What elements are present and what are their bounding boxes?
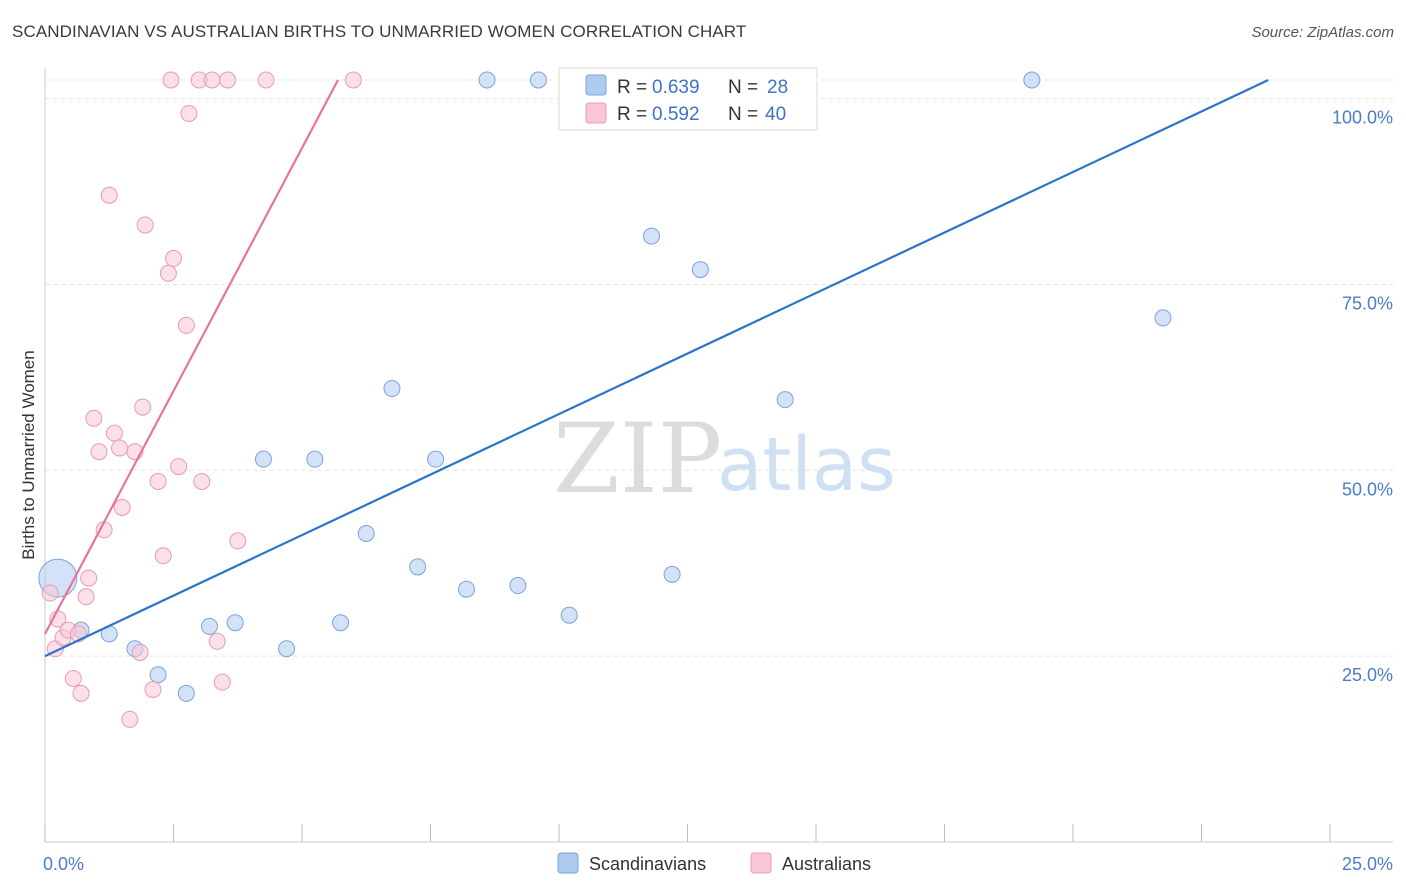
legend-label-scandinavians[interactable]: Scandinavians — [589, 854, 706, 874]
stats-n-label-1: N = — [728, 77, 758, 98]
point-scandinavians — [691, 261, 709, 279]
stats-r-label-1: R = — [617, 77, 647, 98]
point-scandinavians — [457, 580, 475, 598]
point-australians — [90, 443, 108, 461]
axes — [44, 68, 1393, 843]
y-tick-label: 50.0% — [1342, 479, 1393, 499]
point-australians — [257, 71, 275, 89]
watermark-atlas: atlas — [717, 422, 896, 508]
point-australians — [213, 673, 231, 691]
point-scandinavians — [529, 71, 547, 89]
point-australians — [218, 71, 236, 89]
y-tick-labels: 25.0% 50.0% 75.0% 100.0% — [1332, 108, 1393, 686]
stats-r-value-australians: 0.592 — [652, 104, 700, 125]
stats-r-label-2: R = — [617, 104, 647, 125]
trend-line-australians — [44, 79, 339, 635]
point-scandinavians — [1023, 71, 1041, 89]
scatter-points — [38, 71, 1172, 728]
point-australians — [111, 439, 129, 457]
point-australians — [134, 398, 152, 416]
chart-title: SCANDINAVIAN VS AUSTRALIAN BIRTHS TO UNM… — [12, 22, 747, 41]
point-australians — [229, 532, 247, 550]
trend-line-scandinavians — [44, 79, 1269, 658]
point-scandinavians — [177, 684, 195, 702]
point-scandinavians — [200, 617, 218, 635]
point-australians — [165, 249, 182, 267]
stats-n-value-australians: 40 — [765, 104, 786, 125]
point-scandinavians — [560, 606, 578, 624]
point-scandinavians — [643, 227, 661, 245]
legend: Scandinavians Australians — [557, 852, 871, 874]
point-australians — [113, 498, 131, 516]
point-scandinavians — [383, 380, 401, 398]
point-australians — [159, 264, 177, 282]
point-australians — [193, 472, 211, 490]
stats-box: R = 0.639 N = 28 R = 0.592 N = 40 — [558, 67, 818, 131]
point-australians — [144, 681, 162, 699]
point-australians — [80, 569, 98, 587]
point-australians — [208, 632, 226, 650]
point-australians — [162, 71, 180, 89]
x-tick-label: 0.0% — [43, 854, 84, 874]
point-scandinavians — [226, 614, 244, 632]
point-australians — [64, 669, 82, 687]
stats-n-label-2: N = — [728, 104, 758, 125]
point-scandinavians — [254, 450, 272, 468]
point-australians — [180, 104, 198, 122]
trend-lines — [44, 79, 1269, 658]
point-australians — [105, 424, 123, 442]
point-australians — [344, 71, 362, 89]
watermark: ZIP atlas — [553, 403, 896, 515]
x-tick-label: 25.0% — [1342, 854, 1393, 874]
point-australians — [203, 71, 221, 89]
point-australians — [177, 316, 195, 334]
point-australians — [85, 409, 103, 427]
legend-label-australians[interactable]: Australians — [782, 854, 871, 874]
stats-n-value-scandinavians: 28 — [767, 77, 788, 98]
legend-swatch-scandinavians[interactable] — [557, 852, 579, 874]
y-tick-label: 75.0% — [1342, 293, 1393, 313]
y-axis-label: Births to Unmarried Women — [19, 350, 38, 559]
stats-swatch-scandinavians — [585, 74, 607, 96]
point-australians — [136, 216, 154, 234]
point-australians — [154, 547, 172, 565]
point-scandinavians — [663, 565, 681, 583]
grid-lines — [45, 79, 1393, 657]
x-axis-ticks — [44, 824, 1331, 842]
stats-swatch-australians — [585, 102, 607, 124]
point-scandinavians — [509, 577, 527, 595]
point-australians — [72, 684, 90, 702]
point-scandinavians — [478, 71, 496, 89]
y-tick-label: 100.0% — [1332, 108, 1393, 128]
point-scandinavians — [332, 614, 350, 632]
point-scandinavians — [776, 391, 794, 409]
point-scandinavians — [149, 666, 167, 684]
point-australians — [41, 584, 59, 602]
point-australians — [170, 458, 188, 476]
source-credit: Source: ZipAtlas.com — [1251, 24, 1394, 41]
x-tick-labels: 0.0% 25.0% — [43, 854, 1393, 874]
stats-r-value-scandinavians: 0.639 — [652, 77, 700, 98]
point-scandinavians — [1154, 309, 1172, 327]
point-scandinavians — [278, 640, 296, 658]
point-scandinavians — [427, 450, 445, 468]
point-australians — [131, 643, 149, 661]
point-scandinavians — [409, 558, 427, 576]
point-australians — [121, 710, 139, 728]
y-tick-label: 25.0% — [1342, 665, 1393, 685]
legend-swatch-australians[interactable] — [750, 852, 772, 874]
point-australians — [77, 588, 95, 606]
watermark-zip: ZIP — [553, 403, 722, 515]
point-australians — [100, 186, 118, 204]
point-scandinavians — [306, 450, 324, 468]
point-scandinavians — [357, 524, 375, 542]
point-australians — [149, 472, 167, 490]
